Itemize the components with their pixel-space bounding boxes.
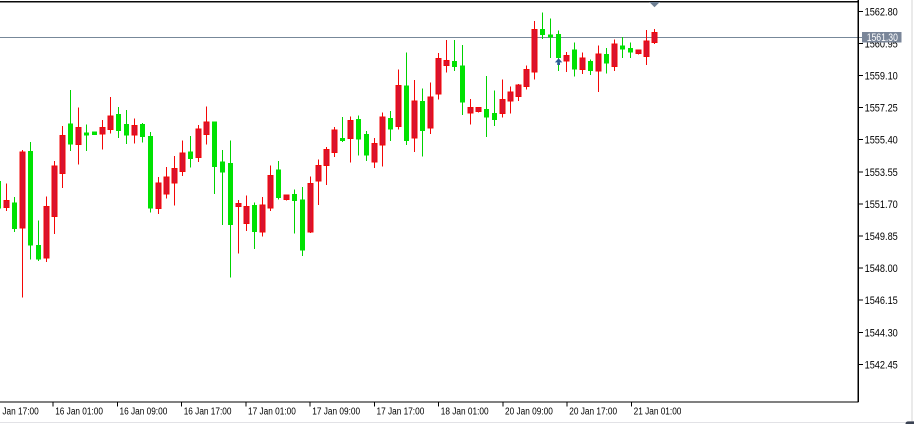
svg-text:1542.45: 1542.45 — [865, 359, 898, 371]
svg-text:1561.30: 1561.30 — [867, 32, 898, 44]
svg-text:17 Jan 01:00: 17 Jan 01:00 — [248, 407, 296, 418]
svg-text:16 Jan 09:00: 16 Jan 09:00 — [120, 407, 168, 418]
svg-text:1548.00: 1548.00 — [865, 263, 898, 275]
svg-text:20 Jan 09:00: 20 Jan 09:00 — [505, 407, 553, 418]
svg-text:16 Jan 01:00: 16 Jan 01:00 — [55, 407, 103, 418]
svg-text:1549.85: 1549.85 — [865, 231, 898, 243]
svg-text:1559.10: 1559.10 — [865, 71, 898, 83]
svg-text:1553.55: 1553.55 — [865, 167, 898, 179]
svg-text:1551.70: 1551.70 — [865, 199, 898, 211]
svg-text:1555.40: 1555.40 — [865, 135, 898, 147]
svg-text:1546.15: 1546.15 — [865, 295, 898, 307]
svg-text:1544.30: 1544.30 — [865, 327, 898, 339]
svg-text:17 Jan 09:00: 17 Jan 09:00 — [312, 407, 360, 418]
svg-text:21 Jan 01:00: 21 Jan 01:00 — [634, 407, 682, 418]
svg-text:16 Jan 17:00: 16 Jan 17:00 — [184, 407, 232, 418]
svg-text:17 Jan 17:00: 17 Jan 17:00 — [377, 407, 425, 418]
svg-text:15 Jan 17:00: 15 Jan 17:00 — [0, 407, 39, 418]
svg-text:20 Jan 17:00: 20 Jan 17:00 — [569, 407, 617, 418]
svg-text:1562.80: 1562.80 — [865, 6, 898, 18]
svg-text:18 Jan 01:00: 18 Jan 01:00 — [441, 407, 489, 418]
svg-text:1557.25: 1557.25 — [865, 103, 898, 115]
